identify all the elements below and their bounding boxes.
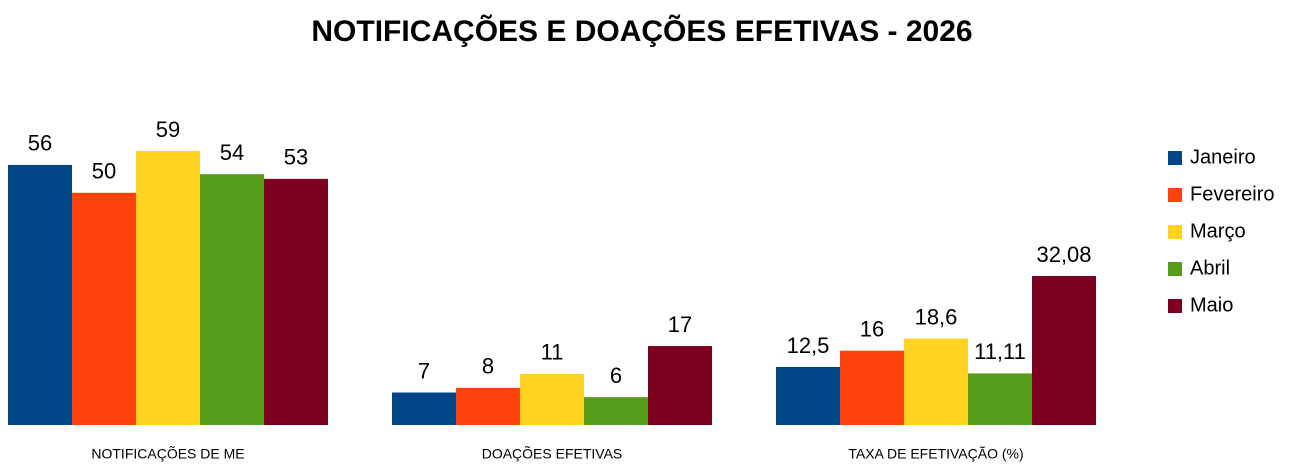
bar — [904, 338, 968, 425]
value-label: 54 — [220, 140, 244, 165]
value-label: 11,11 — [974, 339, 1026, 364]
value-label: 8 — [482, 354, 494, 379]
legend-swatch — [1168, 262, 1182, 276]
bar — [8, 164, 72, 426]
legend-swatch — [1168, 299, 1182, 313]
bar — [776, 366, 840, 425]
bar — [200, 174, 264, 425]
bar — [1032, 276, 1096, 425]
value-label: 50 — [92, 159, 116, 184]
bar — [648, 346, 712, 425]
bar — [456, 387, 520, 425]
value-label: 59 — [156, 117, 180, 142]
bar — [136, 151, 200, 425]
legend-swatch — [1168, 188, 1182, 202]
chart-title: NOTIFICAÇÕES E DOAÇÕES EFETIVAS - 2026 — [311, 14, 972, 48]
x-tick-label: NOTIFICAÇÕES DE ME — [91, 446, 244, 462]
x-tick-label: TAXA DE EFETIVAÇÃO (%) — [848, 446, 1023, 462]
bar — [392, 392, 456, 425]
value-label: 18,6 — [915, 304, 958, 329]
bar — [520, 373, 584, 425]
bar — [840, 350, 904, 425]
value-label: 32,08 — [1036, 242, 1091, 267]
bar — [584, 397, 648, 425]
bar — [968, 373, 1032, 425]
legend-label: Abril — [1190, 257, 1230, 279]
legend-label: Maio — [1190, 294, 1233, 316]
legend-swatch — [1168, 151, 1182, 165]
legend-swatch — [1168, 225, 1182, 239]
bar — [264, 178, 328, 425]
value-label: 12,5 — [787, 333, 830, 358]
legend-label: Março — [1190, 220, 1246, 242]
value-label: 11 — [541, 340, 564, 365]
legend-label: Janeiro — [1190, 146, 1256, 168]
value-label: 53 — [284, 145, 308, 170]
bar — [72, 192, 136, 425]
value-label: 17 — [668, 312, 692, 337]
legend-label: Fevereiro — [1190, 183, 1274, 205]
value-label: 16 — [860, 317, 884, 342]
value-label: 7 — [418, 358, 430, 383]
value-label: 6 — [610, 363, 622, 388]
value-label: 56 — [28, 131, 52, 156]
x-tick-label: DOAÇÕES EFETIVAS — [482, 446, 623, 462]
